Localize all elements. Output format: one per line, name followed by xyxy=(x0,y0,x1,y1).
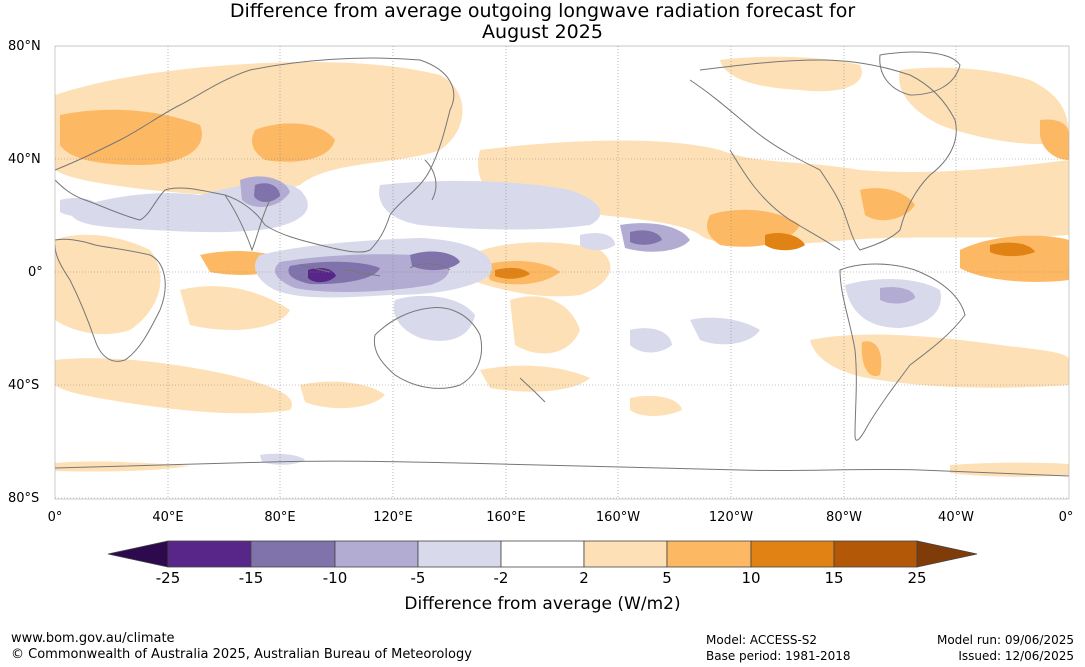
lon-label-160w: 160°W xyxy=(595,510,641,525)
colorbar-tick: 10 xyxy=(741,569,761,587)
colorbar-swatch xyxy=(500,540,585,568)
colorbar-swatch xyxy=(583,540,668,568)
colorbar-swatch xyxy=(833,540,918,568)
negative-anomaly-regions xyxy=(60,176,941,465)
graticule xyxy=(55,46,1069,499)
colorbar-label: Difference from average (W/m2) xyxy=(404,594,681,614)
footer-copyright: © Commonwealth of Australia 2025, Austra… xyxy=(11,647,472,662)
colorbar-tick: -15 xyxy=(238,569,264,587)
lat-label-40n: 40°N xyxy=(8,152,41,167)
colorbar-tick: 15 xyxy=(824,569,844,587)
colorbar-tick: 2 xyxy=(579,569,589,587)
footer-website: www.bom.gov.au/climate xyxy=(11,631,175,646)
lon-label-120e: 120°E xyxy=(373,510,413,525)
colorbar-swatch xyxy=(167,540,252,568)
map-title-line-1: Difference from average outgoing longwav… xyxy=(229,0,856,22)
footer-base-period: Base period: 1981-2018 xyxy=(706,649,851,663)
lon-label-120w: 120°W xyxy=(708,510,754,525)
lon-label-0-east: 0° xyxy=(1058,510,1074,525)
lon-label-80w: 80°W xyxy=(826,510,862,525)
colorbar-tick: 5 xyxy=(662,569,672,587)
lat-label-0: 0° xyxy=(28,265,43,280)
colorbar-swatch xyxy=(250,540,336,568)
map-frame xyxy=(54,45,1070,500)
colorbar-tick: -10 xyxy=(322,569,348,587)
lat-label-40s: 40°S xyxy=(8,378,40,393)
colorbar-extend-low xyxy=(107,540,169,568)
colorbar-tick: -2 xyxy=(493,569,509,587)
lon-label-40w: 40°W xyxy=(938,510,974,525)
colorbar-extend-high xyxy=(916,540,978,568)
lon-label-40e: 40°E xyxy=(152,510,184,525)
colorbar-swatch xyxy=(750,540,835,568)
footer-model: Model: ACCESS-S2 xyxy=(706,633,818,647)
colorbar-swatch xyxy=(417,540,502,568)
footer-issued: Issued: 12/06/2025 xyxy=(958,649,1074,663)
lon-label-80e: 80°E xyxy=(264,510,296,525)
lat-label-80n: 80°N xyxy=(8,39,41,54)
footer-model-run: Model run: 09/06/2025 xyxy=(936,633,1074,647)
lon-label-160e: 160°E xyxy=(486,510,526,525)
lat-label-80s: 80°S xyxy=(8,491,40,506)
positive-anomaly-regions xyxy=(55,56,1069,477)
lon-label-0: 0° xyxy=(47,510,63,525)
colorbar-swatch xyxy=(334,540,419,568)
map-title-line-2: August 2025 xyxy=(482,21,603,43)
colorbar-tick: -25 xyxy=(155,569,181,587)
colorbar-tick: -5 xyxy=(410,569,426,587)
coastlines xyxy=(55,51,1069,477)
colorbar-tick: 25 xyxy=(907,569,927,587)
colorbar-swatch xyxy=(666,540,752,568)
